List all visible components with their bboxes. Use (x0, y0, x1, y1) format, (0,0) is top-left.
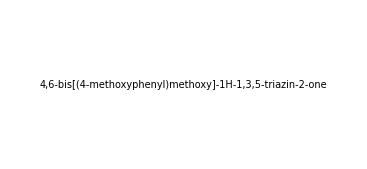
Text: 4,6-bis[(4-methoxyphenyl)methoxy]-1H-1,3,5-triazin-2-one: 4,6-bis[(4-methoxyphenyl)methoxy]-1H-1,3… (40, 79, 327, 90)
